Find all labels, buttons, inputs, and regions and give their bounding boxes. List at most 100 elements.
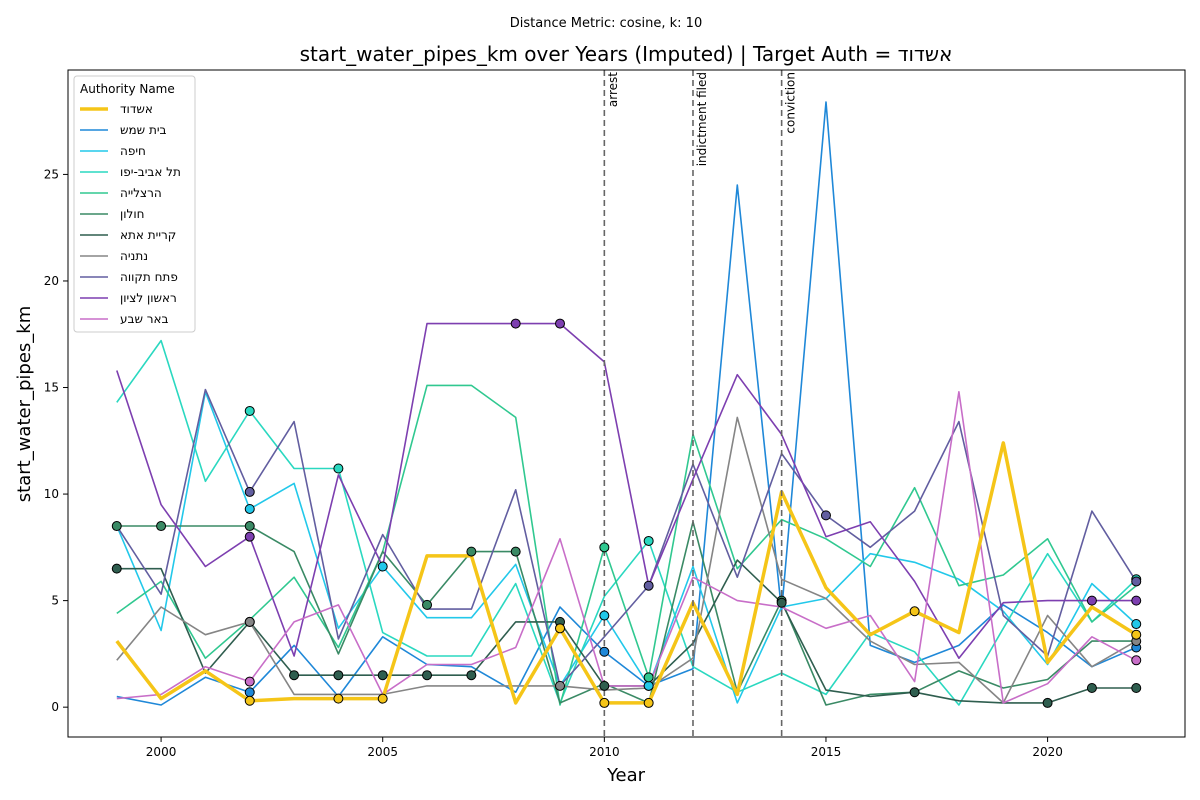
data-point <box>1131 595 1142 606</box>
data-point <box>1131 619 1142 630</box>
data-point <box>1131 576 1142 587</box>
chart-title: start_water_pipes_km over Years (Imputed… <box>300 42 953 66</box>
series-line <box>116 388 1137 687</box>
data-point <box>333 670 344 681</box>
data-point <box>422 599 433 610</box>
event-label: conviction <box>783 72 797 134</box>
data-point <box>1086 595 1097 606</box>
data-point <box>820 510 831 521</box>
data-point <box>599 610 610 621</box>
plot-area <box>67 69 1186 738</box>
data-point <box>333 463 344 474</box>
data-point <box>510 546 521 557</box>
series-line <box>115 441 1138 705</box>
legend: Authority Name אשדוד בית שמש חיפה תל אביב-יפ… <box>73 75 196 333</box>
data-point <box>244 616 255 627</box>
data-point <box>466 670 477 681</box>
data-point <box>599 697 610 708</box>
data-point <box>599 542 610 553</box>
legend-entry: פתח תקווה <box>120 270 178 284</box>
data-point <box>555 623 566 634</box>
y-tick-label: 25 <box>44 167 59 181</box>
legend-entry: חיפה <box>120 144 146 158</box>
data-point <box>333 693 344 704</box>
series-line <box>116 384 1137 706</box>
data-point <box>510 318 521 329</box>
x-tick-label: 2000 <box>146 745 177 759</box>
data-point <box>1042 697 1053 708</box>
data-point-markers <box>111 318 1142 708</box>
series-line <box>116 390 1137 704</box>
x-tick-label: 2010 <box>589 745 620 759</box>
axes: 2000 2005 2010 2015 2020 0 5 10 15 20 25 <box>44 167 1063 759</box>
x-tick-label: 2020 <box>1032 745 1063 759</box>
legend-entry: אשדוד <box>120 102 153 116</box>
x-axis-label: Year <box>606 765 646 786</box>
data-point <box>643 580 654 591</box>
data-point <box>643 535 654 546</box>
data-point <box>244 521 255 532</box>
series-line <box>116 416 1137 704</box>
series-line <box>116 390 1137 704</box>
legend-entry: בית שמש <box>120 123 167 137</box>
data-point <box>111 563 122 574</box>
data-point <box>244 676 255 687</box>
legend-entry: נתניה <box>120 249 148 263</box>
y-tick-label: 20 <box>44 274 59 288</box>
legend-entry: חולון <box>120 207 144 221</box>
event-label: indictment filed <box>695 72 709 166</box>
series-line <box>116 339 1137 706</box>
data-point <box>244 687 255 698</box>
data-point <box>599 646 610 657</box>
y-tick-label: 15 <box>44 381 59 395</box>
legend-entry: קריית אתא <box>120 228 176 242</box>
data-point <box>909 687 920 698</box>
legend-entry: באר שבע <box>120 312 169 326</box>
y-tick-label: 0 <box>51 700 59 714</box>
legend-entry: תל אביב-יפו <box>120 165 181 179</box>
data-point <box>466 546 477 557</box>
data-point <box>599 680 610 691</box>
data-point <box>1086 682 1097 693</box>
data-point <box>244 503 255 514</box>
data-point <box>422 670 433 681</box>
series-line <box>116 559 1137 704</box>
y-axis-label: start_water_pipes_km <box>14 306 35 502</box>
data-point <box>377 693 388 704</box>
x-tick-label: 2005 <box>367 745 398 759</box>
event-label: arrest <box>606 72 620 107</box>
event-markers: arrest indictment filed conviction <box>603 70 797 737</box>
data-point <box>643 697 654 708</box>
data-point <box>643 672 654 683</box>
data-point <box>244 531 255 542</box>
data-point <box>1131 655 1142 666</box>
data-point <box>776 597 787 608</box>
data-point <box>909 606 920 617</box>
series-line <box>116 101 1137 706</box>
data-point <box>555 680 566 691</box>
legend-box <box>73 75 196 333</box>
series-line <box>116 322 1137 660</box>
y-tick-label: 10 <box>44 487 59 501</box>
y-tick-label: 5 <box>51 594 59 608</box>
x-tick-label: 2015 <box>811 745 842 759</box>
legend-entry: ראשון לציון <box>120 291 177 305</box>
data-point <box>156 521 167 532</box>
data-point <box>111 521 122 532</box>
chart-suptitle: Distance Metric: cosine, k: 10 <box>510 16 702 31</box>
data-point <box>377 670 388 681</box>
data-point <box>244 405 255 416</box>
legend-entry: הרצלייה <box>120 186 162 200</box>
data-point <box>289 670 300 681</box>
data-point <box>377 561 388 572</box>
data-point <box>244 486 255 497</box>
data-point <box>244 695 255 706</box>
data-point <box>555 318 566 329</box>
legend-title: Authority Name <box>80 82 175 96</box>
series-line <box>116 520 1137 706</box>
data-point <box>1131 629 1142 640</box>
data-point <box>643 680 654 691</box>
series-lines <box>115 101 1138 706</box>
